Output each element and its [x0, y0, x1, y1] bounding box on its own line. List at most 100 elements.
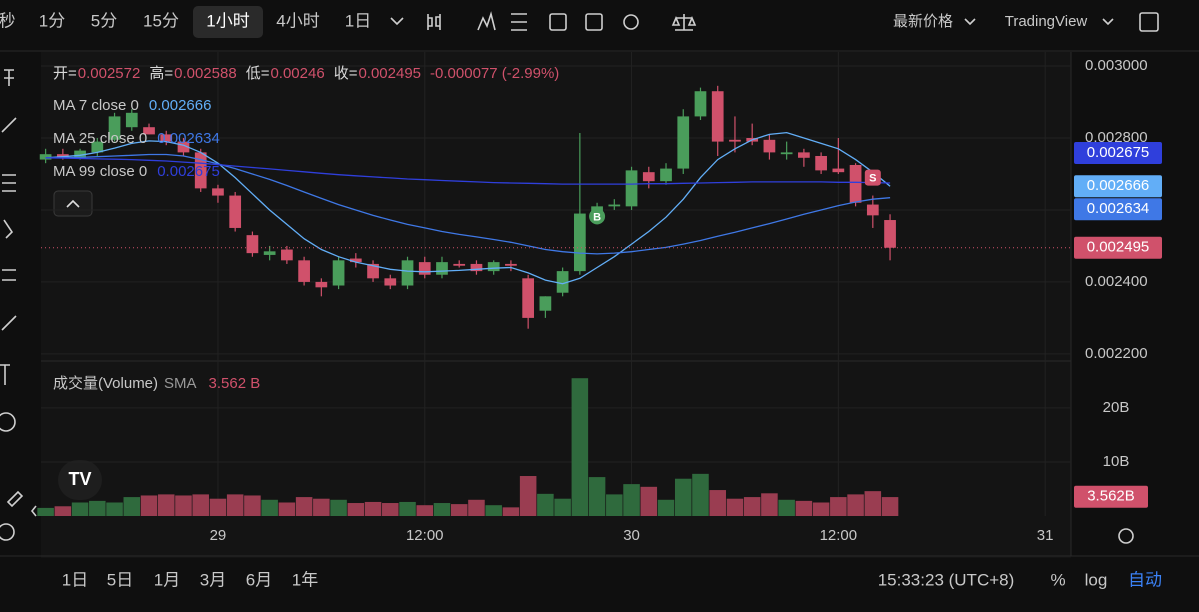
- sell-marker-bg: [864, 169, 881, 186]
- candle-body: [332, 260, 345, 286]
- fullscreen-icon[interactable]: [1139, 12, 1159, 32]
- range-button[interactable]: 1日: [62, 570, 88, 589]
- compare-icon[interactable]: [671, 14, 697, 31]
- axis-settings[interactable]: [1118, 528, 1134, 544]
- candle-body: [298, 260, 310, 282]
- ma-price-box: [1074, 175, 1162, 198]
- range-button[interactable]: 5日: [107, 570, 133, 589]
- candle-body: [367, 263, 379, 279]
- last-price-box: [1074, 236, 1162, 259]
- interval-button[interactable]: 1小时: [206, 11, 249, 30]
- volume-bar: [847, 494, 864, 516]
- ohlc-value: 0.002495: [358, 65, 421, 82]
- candle-body: [39, 154, 52, 160]
- volume-bar: [881, 497, 899, 516]
- candle-body: [436, 262, 448, 275]
- volume-bar: [485, 505, 502, 516]
- volume-bar: [571, 378, 589, 516]
- volume-bar: [295, 497, 313, 516]
- percent-toggle[interactable]: %: [1050, 570, 1065, 589]
- volume-bar: [399, 501, 416, 516]
- ohlc-label: 低=: [246, 65, 270, 82]
- interval-button[interactable]: 4小时: [276, 11, 319, 30]
- range-button[interactable]: 1年: [292, 570, 318, 589]
- x-tick-label: 30: [623, 527, 640, 544]
- interval-button[interactable]: 15分: [143, 11, 179, 30]
- volume-bar: [743, 497, 761, 516]
- drawing-tools[interactable]: [0, 69, 24, 508]
- auto-toggle[interactable]: 自动: [1128, 570, 1162, 589]
- x-tick-label: 12:00: [406, 527, 444, 544]
- volume-title: 成交量(Volume): [53, 374, 158, 392]
- candle-body: [832, 168, 845, 173]
- volume-bar: [657, 499, 675, 516]
- ma-price-box: [1074, 141, 1162, 164]
- volume-bar: [623, 484, 640, 516]
- chevron[interactable]: [964, 18, 1114, 26]
- candle-body: [212, 188, 224, 196]
- zoom-tool[interactable]: [0, 523, 15, 541]
- settings-icon[interactable]: [623, 14, 639, 30]
- collapse-legend[interactable]: [53, 190, 93, 217]
- price-type[interactable]: 最新价格: [893, 13, 953, 30]
- volume-bar: [692, 473, 709, 516]
- ma-legend-name: MA 25 close 0: [53, 130, 147, 147]
- x-tick-label: 29: [210, 527, 227, 544]
- candle-body: [866, 204, 879, 216]
- candle-body: [281, 249, 293, 261]
- interval-button[interactable]: 秒: [0, 11, 16, 30]
- interval-button[interactable]: 1日: [345, 11, 371, 30]
- candle-body: [608, 204, 621, 207]
- volume-bar: [364, 501, 382, 516]
- collapse-chevron: [66, 199, 80, 208]
- range-button[interactable]: 6月: [246, 570, 272, 589]
- volume-bar: [761, 493, 778, 516]
- candle-body: [349, 258, 362, 263]
- candle-icon[interactable]: [427, 14, 441, 30]
- alert-icon[interactable]: [585, 13, 603, 31]
- volume-bar: [157, 494, 175, 516]
- collapse-arrow[interactable]: [30, 505, 37, 517]
- volume-bar: [244, 495, 261, 516]
- candle-body: [384, 278, 397, 286]
- chevron[interactable]: [390, 17, 404, 26]
- candle-body: [642, 172, 655, 182]
- volume-bar: [261, 499, 278, 516]
- candle-body: [522, 278, 535, 318]
- ma-price-label: 0.002634: [1087, 200, 1150, 217]
- y-tick-label: 0.002400: [1085, 273, 1148, 290]
- source[interactable]: TradingView: [1005, 13, 1088, 30]
- emoji-tool[interactable]: [0, 412, 16, 432]
- volume-sma-axis-label: 3.562B: [1087, 488, 1135, 505]
- candle-body: [263, 251, 276, 255]
- volume-bar: [502, 507, 520, 516]
- buy-marker-bg: [589, 208, 606, 225]
- interval-button[interactable]: 1分: [39, 11, 65, 30]
- volume-bar: [192, 494, 209, 516]
- volume-bar: [674, 478, 692, 516]
- interval-button[interactable]: 5分: [91, 11, 117, 30]
- x-tick-label: 12:00: [820, 527, 858, 544]
- volume-bar: [606, 494, 623, 516]
- range-button[interactable]: 1月: [154, 570, 180, 589]
- ma-line: [45, 131, 891, 285]
- range-button[interactable]: 3月: [200, 570, 226, 589]
- indicator-icon[interactable]: [477, 11, 496, 31]
- ohlc-value: 0.002572: [78, 65, 141, 82]
- volume-sma-name: SMA: [164, 375, 197, 392]
- candle-body: [539, 296, 552, 311]
- ohlc-value: 0.002588: [174, 65, 237, 82]
- active-interval-bg: [193, 6, 263, 38]
- volume-tick-label: 20B: [1103, 399, 1130, 416]
- ma-legend-value: 0.002675: [157, 163, 220, 180]
- volume-bar: [588, 477, 606, 516]
- ma-line: [45, 157, 891, 185]
- volume-bar: [175, 495, 192, 516]
- ma-legend-name: MA 99 close 0: [53, 163, 147, 180]
- volume-bar: [71, 502, 89, 516]
- log-toggle[interactable]: log: [1085, 570, 1108, 589]
- list-icon[interactable]: [511, 13, 527, 31]
- volume-sma-box: [1074, 485, 1148, 508]
- replay-icon[interactable]: [549, 13, 567, 31]
